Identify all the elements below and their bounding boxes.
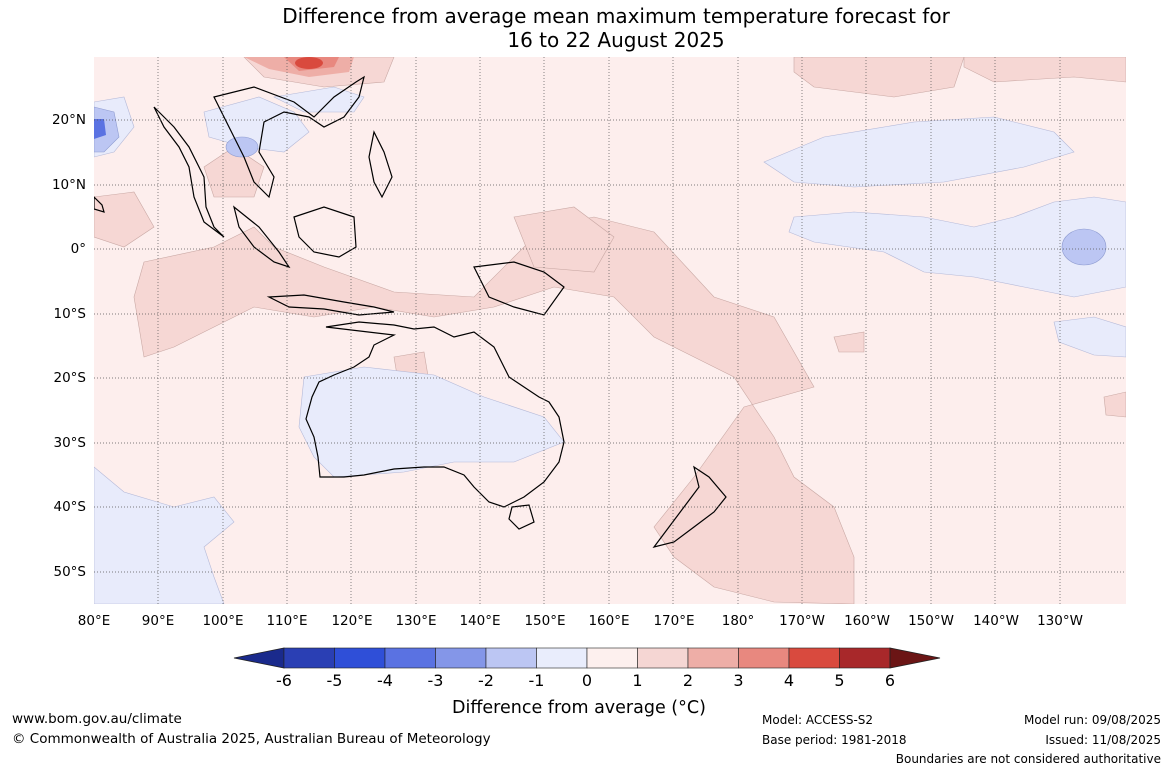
colorbar-cell: [738, 647, 790, 669]
colorbar-tick-label: -2: [478, 671, 494, 690]
y-tick-label: 20°S: [53, 370, 87, 386]
x-tick-label: 140°E: [459, 613, 501, 629]
x-tick-label: 130°W: [1037, 613, 1083, 629]
colorbar-tick-label: 3: [733, 671, 744, 690]
colorbar-cell: [283, 647, 335, 669]
y-tick-label: 10°S: [53, 306, 87, 322]
x-tick-label: 80°E: [77, 613, 111, 629]
issued-date: Issued: 11/08/2025: [1045, 733, 1161, 747]
colorbar-tick-label: -1: [528, 671, 545, 690]
graticule: [94, 57, 1126, 604]
y-tick-label: 50°S: [53, 564, 87, 580]
copyright-text: © Commonwealth of Australia 2025, Austra…: [12, 731, 491, 747]
map-panel: [93, 56, 1127, 605]
colorbar-tick-label: 1: [632, 671, 643, 690]
colorbar-cell: [435, 647, 487, 669]
colorbar-cell: [384, 647, 436, 669]
x-tick-label: 110°E: [266, 613, 308, 629]
colorbar-cell: [788, 647, 840, 669]
map-title: Difference from average mean maximum tem…: [0, 4, 1173, 52]
y-tick-label: 0°: [70, 241, 86, 257]
colorbar-cell: [637, 647, 689, 669]
colorbar-cell: [586, 647, 638, 669]
model-run-date: Model run: 09/08/2025: [1023, 713, 1161, 727]
colorbar-extend-high: [889, 647, 941, 669]
x-tick-label: 180°: [721, 613, 755, 629]
y-tick-label: 40°S: [53, 499, 87, 515]
website-url[interactable]: www.bom.gov.au/climate: [12, 711, 182, 727]
x-tick-label: 160°E: [588, 613, 630, 629]
x-tick-label: 90°E: [141, 613, 175, 629]
y-tick-label: 30°S: [53, 435, 87, 451]
base-period: Base period: 1981-2018: [762, 733, 907, 747]
cool-anomaly-cores: [93, 106, 1107, 266]
colorbar-cell: [334, 647, 386, 669]
colorbar-tick-label: 5: [834, 671, 845, 690]
x-tick-label: 170°E: [653, 613, 695, 629]
x-tick-label: 150°E: [524, 613, 566, 629]
anomaly-map: [93, 56, 1127, 605]
x-tick-label: 130°E: [395, 613, 437, 629]
y-tick-label: 20°N: [51, 112, 86, 128]
x-tick-label: 140°W: [973, 613, 1019, 629]
colorbar-cell: [536, 647, 588, 669]
x-tick-label: 160°W: [844, 613, 890, 629]
x-tick-label: 150°W: [908, 613, 954, 629]
x-tick-label: 170°W: [779, 613, 825, 629]
model-name: Model: ACCESS-S2: [762, 713, 874, 727]
colorbar-tick-label: -4: [377, 671, 393, 690]
colorbar-extend-low: [233, 647, 285, 669]
colorbar-tick-label: 2: [682, 671, 694, 690]
colorbar-cell: [839, 647, 891, 669]
title-line-1: Difference from average mean maximum tem…: [282, 4, 950, 28]
title-line-2: 16 to 22 August 2025: [507, 28, 725, 52]
colorbar: [233, 647, 941, 669]
colorbar-tick-label: -5: [326, 671, 343, 690]
x-tick-label: 100°E: [202, 613, 244, 629]
cool-anomaly-regions: [93, 86, 1127, 605]
colorbar-tick-label: 0: [581, 671, 593, 690]
colorbar-title: Difference from average (°C): [452, 698, 706, 718]
boundary-disclaimer: Boundaries are not considered authoritat…: [895, 752, 1161, 766]
colorbar-tick-label: -6: [276, 671, 292, 690]
x-tick-label: 120°E: [331, 613, 373, 629]
colorbar-cell: [485, 647, 537, 669]
colorbar-tick-label: -3: [427, 671, 444, 690]
colorbar-tick-label: 6: [884, 671, 896, 690]
colorbar-cells: [283, 647, 891, 669]
cool-anomaly-core: [94, 119, 106, 139]
y-tick-label: 10°N: [51, 177, 86, 193]
colorbar-tick-label: 4: [783, 671, 795, 690]
hot-anomaly-patch: [244, 57, 354, 77]
colorbar-cell: [687, 647, 739, 669]
coastlines: [93, 75, 727, 548]
